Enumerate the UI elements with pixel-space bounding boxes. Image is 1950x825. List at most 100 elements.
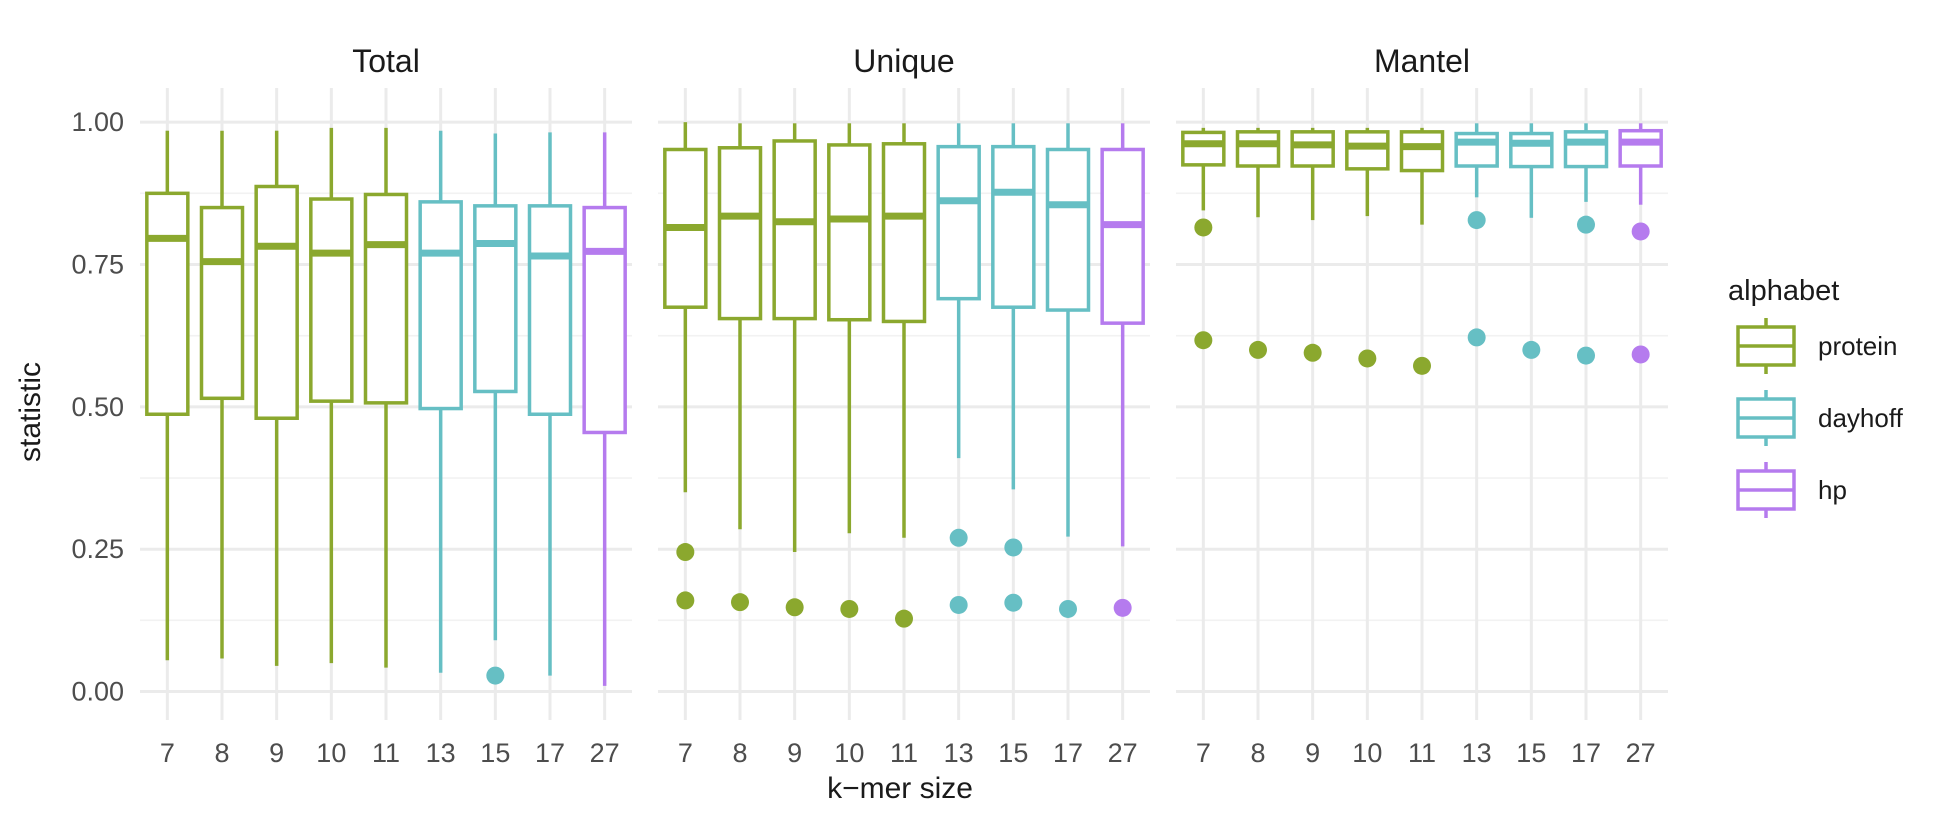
box-unique-k9 bbox=[772, 123, 817, 617]
box-layer bbox=[145, 122, 1663, 686]
legend-item-dayhoff: dayhoff bbox=[1736, 390, 1904, 446]
x-tick-label: 8 bbox=[214, 738, 229, 768]
outlier-point bbox=[1004, 593, 1023, 612]
outlier-point bbox=[731, 593, 749, 612]
x-tick-label: 15 bbox=[998, 738, 1028, 768]
y-axis-title: statistic bbox=[14, 362, 47, 462]
box-unique-k7 bbox=[663, 122, 708, 610]
box-unique-k11 bbox=[881, 123, 927, 628]
box-total-k13 bbox=[418, 130, 463, 673]
box-body bbox=[881, 142, 927, 324]
box-mantel-k10 bbox=[1345, 127, 1390, 368]
box-unique-k10 bbox=[827, 123, 872, 618]
box-body bbox=[827, 143, 872, 322]
legend-title: alphabet bbox=[1728, 275, 1839, 307]
box-mantel-k11 bbox=[1399, 127, 1445, 375]
x-tick-label: 11 bbox=[1408, 738, 1436, 768]
box-unique-k27 bbox=[1100, 123, 1145, 617]
box-body bbox=[145, 191, 190, 416]
box-body bbox=[772, 139, 817, 321]
outlier-point bbox=[1467, 328, 1486, 347]
box-unique-k13 bbox=[936, 123, 981, 614]
box-unique-k17 bbox=[1045, 123, 1091, 618]
box-body bbox=[1618, 128, 1663, 168]
x-tick-label: 27 bbox=[1108, 738, 1138, 768]
x-tick-label: 10 bbox=[1352, 738, 1382, 768]
outlier-point bbox=[1113, 598, 1132, 617]
box-total-k11 bbox=[363, 127, 409, 668]
x-tick-label: 11 bbox=[890, 738, 918, 768]
x-tick-label: 13 bbox=[1462, 738, 1492, 768]
x-tick-label: 15 bbox=[1516, 738, 1546, 768]
y-tick-label: 0.75 bbox=[71, 250, 124, 280]
box-body bbox=[717, 146, 763, 321]
box-mantel-k9 bbox=[1290, 127, 1335, 362]
outlier-point bbox=[676, 543, 695, 562]
x-tick-label: 11 bbox=[372, 738, 400, 768]
box-total-k17 bbox=[527, 132, 573, 676]
box-total-k8 bbox=[199, 130, 245, 659]
box-body bbox=[1235, 130, 1281, 168]
box-mantel-k15 bbox=[1509, 123, 1554, 359]
box-body bbox=[527, 204, 573, 416]
box-total-k27 bbox=[582, 132, 627, 686]
legend-item-protein: protein bbox=[1736, 318, 1898, 374]
box-body bbox=[1454, 131, 1499, 168]
outlier-point bbox=[1522, 340, 1541, 359]
box-mantel-k17 bbox=[1563, 123, 1609, 365]
y-tick-label: 0.00 bbox=[71, 677, 124, 707]
legend-label: hp bbox=[1818, 475, 1847, 505]
x-tick-label: 7 bbox=[1196, 738, 1211, 768]
box-body bbox=[1290, 130, 1335, 168]
outlier-point bbox=[840, 599, 859, 618]
legend-item-hp: hp bbox=[1736, 462, 1847, 518]
x-tick-label: 8 bbox=[1250, 738, 1265, 768]
legend-label: protein bbox=[1818, 331, 1898, 361]
outlier-point bbox=[1577, 346, 1595, 365]
x-tick-label: 17 bbox=[1053, 738, 1083, 768]
box-body bbox=[1100, 147, 1145, 325]
box-mantel-k27 bbox=[1618, 123, 1663, 364]
box-body bbox=[418, 200, 463, 411]
outlier-point bbox=[1358, 349, 1377, 368]
outlier-point bbox=[1631, 345, 1650, 364]
box-total-k9 bbox=[254, 130, 299, 666]
box-body bbox=[254, 184, 299, 420]
legend-label: dayhoff bbox=[1818, 403, 1904, 433]
outlier-point bbox=[676, 591, 695, 610]
box-body bbox=[936, 144, 981, 301]
box-body bbox=[991, 144, 1036, 309]
box-unique-k8 bbox=[717, 123, 763, 612]
x-tick-label: 15 bbox=[480, 738, 510, 768]
outlier-point bbox=[1059, 599, 1077, 618]
box-body bbox=[309, 197, 354, 403]
outlier-point bbox=[1413, 356, 1431, 375]
text-layer: statistic k−mer size alphabet 0.00 0.25 0.… bbox=[14, 43, 1839, 805]
box-body bbox=[363, 192, 409, 405]
x-tick-label: 17 bbox=[1571, 738, 1601, 768]
y-tick-label: 0.50 bbox=[71, 392, 124, 422]
x-tick-label: 17 bbox=[535, 738, 565, 768]
box-body bbox=[1563, 130, 1609, 169]
x-tick-label: 8 bbox=[732, 738, 747, 768]
box-mantel-k13 bbox=[1454, 123, 1499, 347]
outlier-point bbox=[1467, 211, 1486, 230]
x-tick-label: 9 bbox=[1305, 738, 1320, 768]
outlier-point bbox=[1249, 340, 1267, 359]
x-tick-label: 13 bbox=[426, 738, 456, 768]
x-axis-title: k−mer size bbox=[827, 772, 973, 805]
x-tick-label: 10 bbox=[834, 738, 864, 768]
outlier-point bbox=[1303, 343, 1322, 362]
box-body bbox=[1399, 130, 1445, 173]
outlier-point bbox=[1577, 215, 1595, 234]
box-mantel-k7 bbox=[1181, 127, 1226, 350]
outlier-point bbox=[949, 595, 968, 614]
outlier-point bbox=[1631, 222, 1650, 241]
box-mantel-k8 bbox=[1235, 127, 1281, 359]
x-tick-label: 27 bbox=[1626, 738, 1656, 768]
x-tick-label: 7 bbox=[678, 738, 693, 768]
outlier-point bbox=[1004, 538, 1023, 557]
facet-title: Unique bbox=[853, 43, 954, 79]
